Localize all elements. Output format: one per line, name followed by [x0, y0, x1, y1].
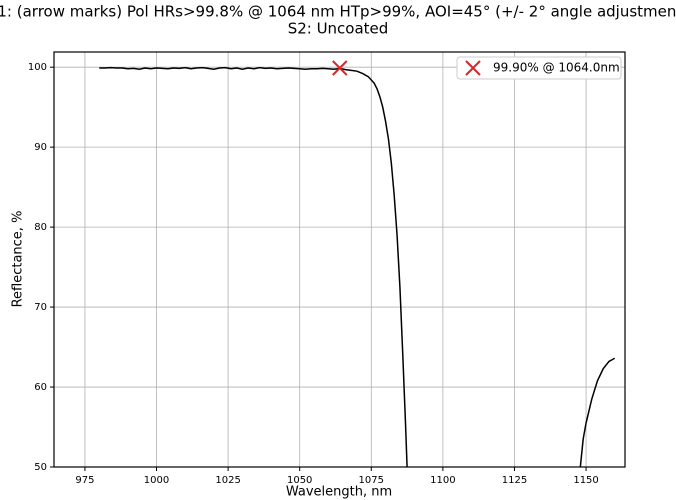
x-tick-label: 1025 — [215, 475, 240, 486]
x-tick-label: 1125 — [502, 475, 527, 486]
y-axis-label: Reflectance, % — [11, 211, 26, 308]
x-tick-label: 1100 — [430, 475, 455, 486]
x-tick-label: 975 — [75, 475, 94, 486]
y-tick-label: 60 — [34, 382, 47, 393]
plot-frame — [53, 51, 626, 468]
chart-title: S1: (arrow marks) Pol HRs>99.8% @ 1064 n… — [0, 3, 676, 21]
data-line — [99, 66, 616, 467]
legend-marker — [465, 60, 481, 76]
y-tick-label: 80 — [34, 222, 47, 233]
chart-subtitle: S2: Uncoated — [288, 20, 389, 38]
x-tick-label: 1050 — [287, 475, 312, 486]
x-tick-label: 1150 — [573, 475, 598, 486]
y-tick-label: 70 — [34, 302, 47, 313]
x-tick-label: 1075 — [359, 475, 384, 486]
marker — [332, 60, 348, 76]
legend-box — [456, 56, 622, 80]
y-tick-label: 100 — [28, 62, 47, 73]
legend-label: 99.90% @ 1064.0nm — [493, 61, 620, 75]
y-tick-label: 90 — [34, 142, 47, 153]
x-tick-label: 1000 — [144, 475, 169, 486]
y-tick-label: 50 — [34, 462, 47, 473]
x-axis-label: Wavelength, nm — [286, 485, 392, 500]
